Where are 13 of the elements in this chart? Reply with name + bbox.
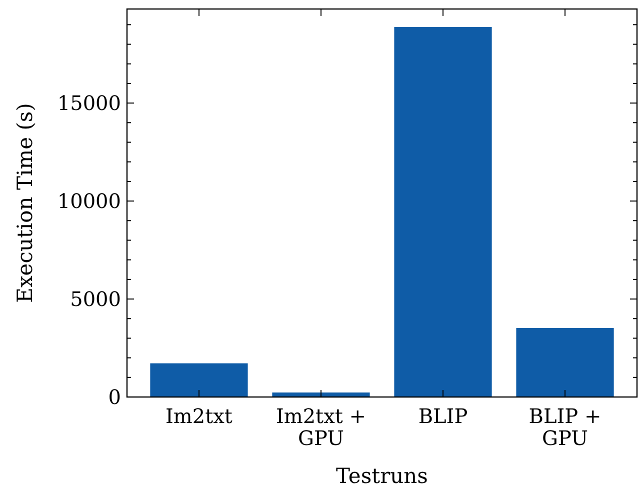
bar (394, 27, 492, 397)
x-tick-label: Im2txt (166, 404, 232, 428)
bar (516, 328, 614, 397)
x-tick-label: BLIP + GPU (528, 404, 602, 450)
x-axis-title: Testruns (336, 464, 428, 488)
y-tick-label: 5000 (70, 287, 121, 312)
bar (150, 363, 248, 397)
x-tick-label: Im2txt + GPU (276, 404, 366, 450)
y-tick-label: 15000 (57, 91, 121, 116)
y-tick-label: 10000 (57, 189, 121, 214)
y-tick-label: 0 (108, 385, 121, 409)
y-axis-title: Execution Time (s) (13, 103, 37, 303)
x-tick-label: BLIP (418, 404, 468, 428)
